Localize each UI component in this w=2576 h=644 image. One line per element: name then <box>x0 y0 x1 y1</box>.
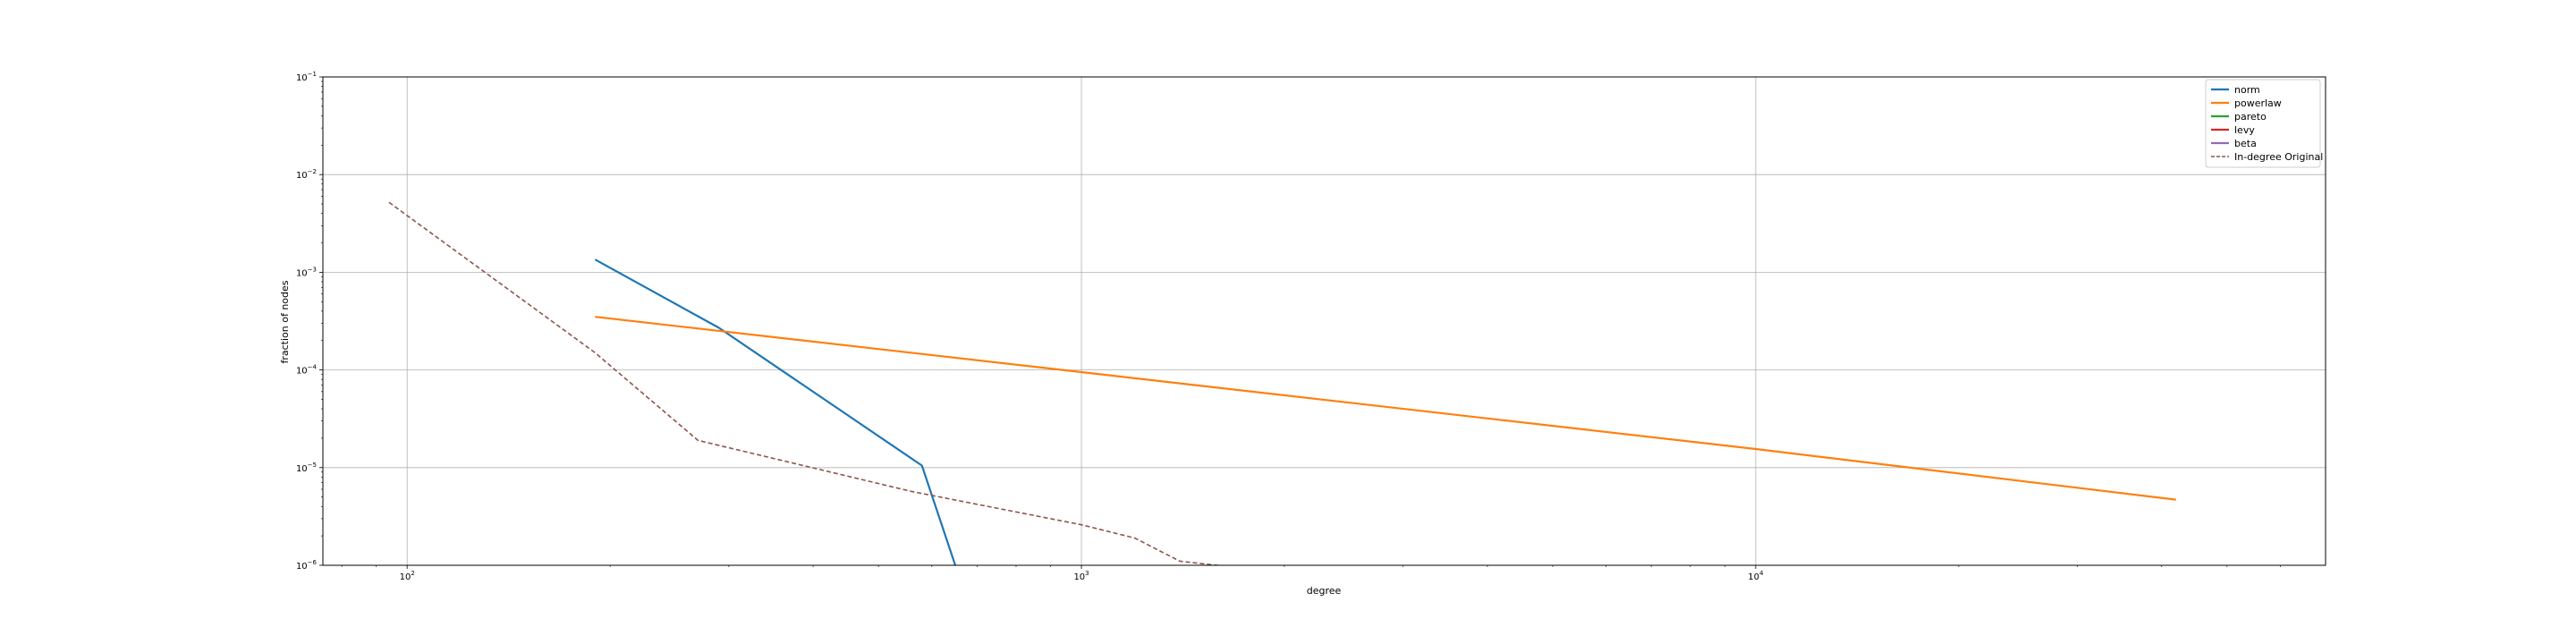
x-tick-label-exponent: 4 <box>1759 570 1764 577</box>
y-tick-label-exponent: −2 <box>308 168 317 175</box>
legend-label: In-degree Original <box>2234 151 2323 163</box>
x-tick-label-base: 10 <box>400 572 411 582</box>
y-tick-label: 10−1 <box>296 71 317 83</box>
x-tick-label: 104 <box>1748 570 1764 582</box>
y-tick-label-base: 10 <box>296 171 308 181</box>
y-tick-label-exponent: −5 <box>308 462 317 469</box>
x-tick-label-base: 10 <box>1073 572 1085 582</box>
y-tick-label: 10−6 <box>296 559 318 572</box>
axes-frame <box>322 76 2326 566</box>
y-tick-label: 10−2 <box>296 168 317 181</box>
x-axis-label: degree <box>1307 585 1342 597</box>
y-tick-label: 10−5 <box>296 462 317 474</box>
y-tick-label: 10−4 <box>296 364 318 377</box>
y-axis-label: fraction of nodes <box>279 280 291 363</box>
x-tick-label-exponent: 3 <box>1085 570 1089 577</box>
y-tick-label-base: 10 <box>296 464 308 474</box>
series-line-in-degree-original <box>388 201 1224 565</box>
y-tick-label-base: 10 <box>296 367 308 377</box>
y-tick-label-base: 10 <box>296 268 308 278</box>
legend-box <box>2205 79 2321 168</box>
x-tick-label: 103 <box>1073 570 1089 582</box>
series-line-powerlaw <box>595 316 2176 501</box>
y-tick-label: 10−3 <box>296 266 317 278</box>
x-tick-label: 102 <box>400 570 415 582</box>
x-tick-label-exponent: 2 <box>411 570 414 577</box>
x-tick-label-base: 10 <box>1748 572 1759 582</box>
y-tick-label-exponent: −6 <box>308 559 318 566</box>
y-tick-label-base: 10 <box>296 73 308 83</box>
series-line-norm <box>594 258 957 565</box>
y-tick-label-exponent: −1 <box>308 71 317 78</box>
legend-label: beta <box>2234 138 2257 149</box>
y-tick-label-base: 10 <box>296 562 308 572</box>
legend-label: pareto <box>2234 111 2267 123</box>
legend-label: powerlaw <box>2234 97 2282 109</box>
legend-label: norm <box>2234 84 2260 96</box>
y-tick-label-exponent: −3 <box>308 266 317 273</box>
legend-label: levy <box>2234 124 2255 136</box>
y-tick-label-exponent: −4 <box>308 364 318 371</box>
